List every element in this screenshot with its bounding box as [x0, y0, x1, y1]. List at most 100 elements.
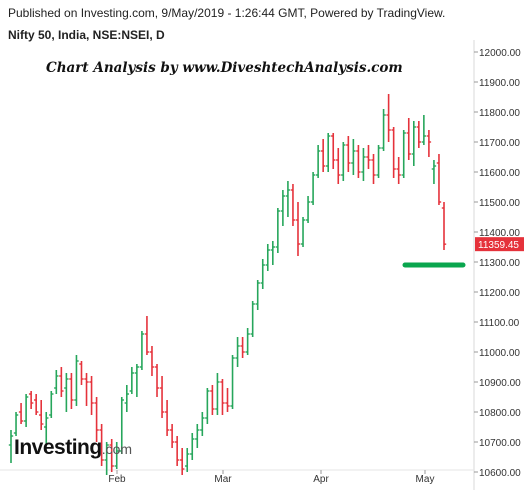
ohlc-bar [33, 394, 39, 415]
y-tick-label: 11100.00 [479, 318, 520, 329]
price-axis: 12000.00 11900.00 11800.00 11700.00 11600.00… [473, 40, 521, 490]
ohlc-bar [28, 391, 34, 409]
ohlc-bar [59, 367, 64, 397]
y-tick-label: 10600.00 [479, 468, 521, 479]
ohlc-bar [185, 448, 190, 472]
ohlc-bar [391, 127, 396, 178]
ohlc-bar [129, 367, 135, 394]
y-tick-label: 11200.00 [479, 288, 520, 299]
ohlc-bar [119, 397, 124, 454]
ohlc-bar [84, 373, 89, 406]
y-tick-label: 11700.00 [479, 138, 520, 149]
analysis-annotation: Chart Analysis by www.DiveshtechAnalysis… [46, 60, 403, 76]
ohlc-bar [436, 154, 442, 205]
investing-logo: Investing.com [14, 436, 132, 460]
price-bars [8, 94, 447, 475]
y-tick-label: 10700.00 [479, 438, 521, 449]
ohlc-bar [320, 139, 326, 172]
ohlc-bar [134, 364, 140, 397]
ohlc-bar [366, 145, 371, 169]
ohlc-bar [235, 337, 240, 367]
ohlc-bar [230, 355, 235, 409]
time-axis: Feb Mar Apr May [0, 469, 474, 485]
ohlc-bar [139, 331, 145, 370]
ohlc-bar [356, 145, 361, 178]
ohlc-bar [346, 136, 351, 172]
ohlc-bar [220, 379, 225, 415]
logo-suffix: .com [101, 441, 133, 457]
overlay-layer: 11359.45 [402, 237, 524, 268]
x-tick-label: May [416, 474, 435, 485]
ohlc-bar [54, 370, 59, 394]
ohlc-bar [441, 202, 447, 250]
ohlc-bar [144, 316, 150, 355]
ohlc-bar [421, 115, 427, 145]
x-tick-label: Feb [108, 474, 126, 485]
ohlc-bar [280, 190, 286, 226]
ohlc-bar [310, 172, 316, 205]
ohlc-bar [104, 442, 109, 475]
logo-text: Investing [14, 436, 102, 459]
y-tick-label: 11800.00 [479, 108, 520, 119]
ohlc-bar [285, 181, 291, 217]
ohlc-bar [260, 259, 265, 289]
ohlc-bar [270, 241, 276, 265]
y-tick-label: 11400.00 [479, 228, 520, 239]
ohlc-bar [210, 385, 215, 415]
symbol-title: Nifty 50, India, NSE:NSEI, D [8, 28, 165, 42]
ohlc-bar [205, 388, 210, 424]
ohlc-bar [351, 139, 356, 175]
ohlc-bar [371, 154, 376, 184]
ohlc-bar [411, 121, 416, 166]
ohlc-bar [300, 217, 306, 247]
ohlc-bar [79, 361, 84, 385]
ohlc-bar [13, 412, 19, 436]
ohlc-bar [89, 376, 94, 415]
ohlc-bar [18, 403, 24, 424]
y-tick-label: 11500.00 [479, 198, 520, 209]
y-tick-label: 10900.00 [479, 378, 521, 389]
ohlc-bar [295, 202, 301, 256]
y-tick-label: 11900.00 [479, 78, 520, 89]
x-tick-label: Mar [214, 474, 232, 485]
ohlc-bar [305, 196, 311, 223]
ohlc-bar [361, 148, 366, 181]
ohlc-bar [164, 400, 170, 436]
ohlc-bar [114, 442, 119, 469]
ohlc-bar [64, 373, 69, 412]
last-price-tag [475, 237, 524, 252]
ohlc-bar [416, 121, 422, 148]
ohlc-bar [179, 448, 185, 475]
ohlc-bar [190, 433, 195, 460]
ohlc-bar [225, 388, 230, 412]
ohlc-bar [74, 355, 79, 406]
ohlc-bar [174, 436, 180, 466]
ohlc-bar [44, 412, 49, 445]
ohlc-bar [265, 244, 270, 271]
ohlc-bar [255, 280, 260, 310]
ohlc-bar [94, 397, 99, 442]
y-tick-label: 10800.00 [479, 408, 521, 419]
ohlc-bar [290, 184, 296, 226]
y-tick-label: 11300.00 [479, 258, 520, 269]
ohlc-bar [124, 385, 130, 412]
ohlc-bar [426, 130, 432, 157]
ohlc-bar [331, 133, 336, 169]
ohlc-bar [386, 94, 391, 142]
ohlc-bar [376, 145, 381, 178]
ohlc-bar [325, 133, 331, 172]
ohlc-bar [39, 400, 44, 430]
ohlc-bar [396, 157, 401, 184]
ohlc-bar [381, 109, 386, 151]
ohlc-bar [159, 376, 165, 418]
ohlc-bar [406, 118, 411, 160]
ohlc-bar [315, 145, 321, 178]
ohlc-bar [401, 130, 406, 178]
ohlc-bar [245, 328, 250, 355]
ohlc-bar [215, 373, 220, 415]
ohlc-bar [240, 337, 245, 358]
ohlc-bar [109, 439, 114, 472]
y-tick-label: 11600.00 [479, 168, 520, 179]
ohlc-bar [149, 346, 155, 376]
